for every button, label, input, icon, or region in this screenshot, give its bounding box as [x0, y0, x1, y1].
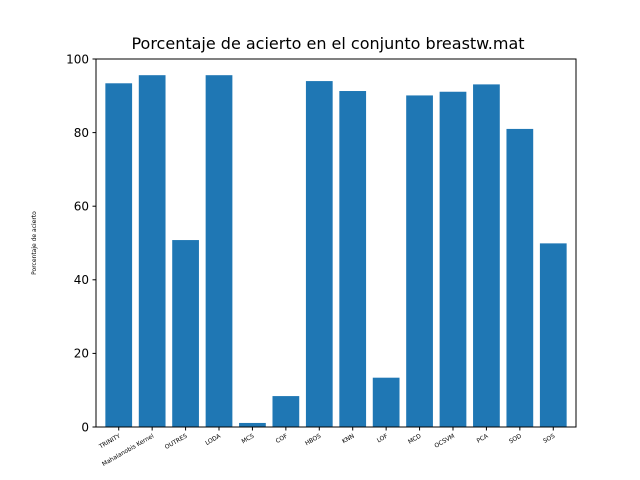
- y-tick-label: 40: [74, 273, 89, 287]
- bar-mcs: [239, 422, 266, 427]
- bar-trinity: [105, 83, 133, 427]
- bar-mahalanobis-kernel: [138, 75, 166, 427]
- bar-outres: [172, 240, 199, 427]
- x-tick-label: LOF: [376, 432, 390, 444]
- y-tick-label: 20: [74, 347, 89, 361]
- chart-title: Porcentaje de acierto en el conjunto bre…: [131, 34, 524, 53]
- bar-loda: [205, 75, 233, 427]
- y-axis-label: Porcentaje de acierto: [31, 211, 38, 275]
- y-tick-label: 60: [74, 200, 89, 214]
- bar-mcd: [406, 95, 433, 428]
- y-tick-label: 100: [66, 52, 89, 66]
- bar-pca: [473, 84, 500, 427]
- bar-lof: [372, 377, 400, 427]
- bar-ocsvm: [439, 91, 467, 427]
- y-tick-label: 0: [81, 420, 89, 434]
- bar-sos: [539, 243, 567, 427]
- y-axis: 0 20 40 60 80 100: [66, 52, 96, 434]
- bar-knn: [339, 91, 367, 428]
- bars-group: [105, 75, 567, 428]
- y-tick-label: 80: [74, 126, 89, 140]
- bar-cof: [272, 396, 300, 427]
- bar-sod: [506, 128, 534, 428]
- plot-frame: [95, 58, 577, 428]
- bar-hbos: [305, 81, 333, 427]
